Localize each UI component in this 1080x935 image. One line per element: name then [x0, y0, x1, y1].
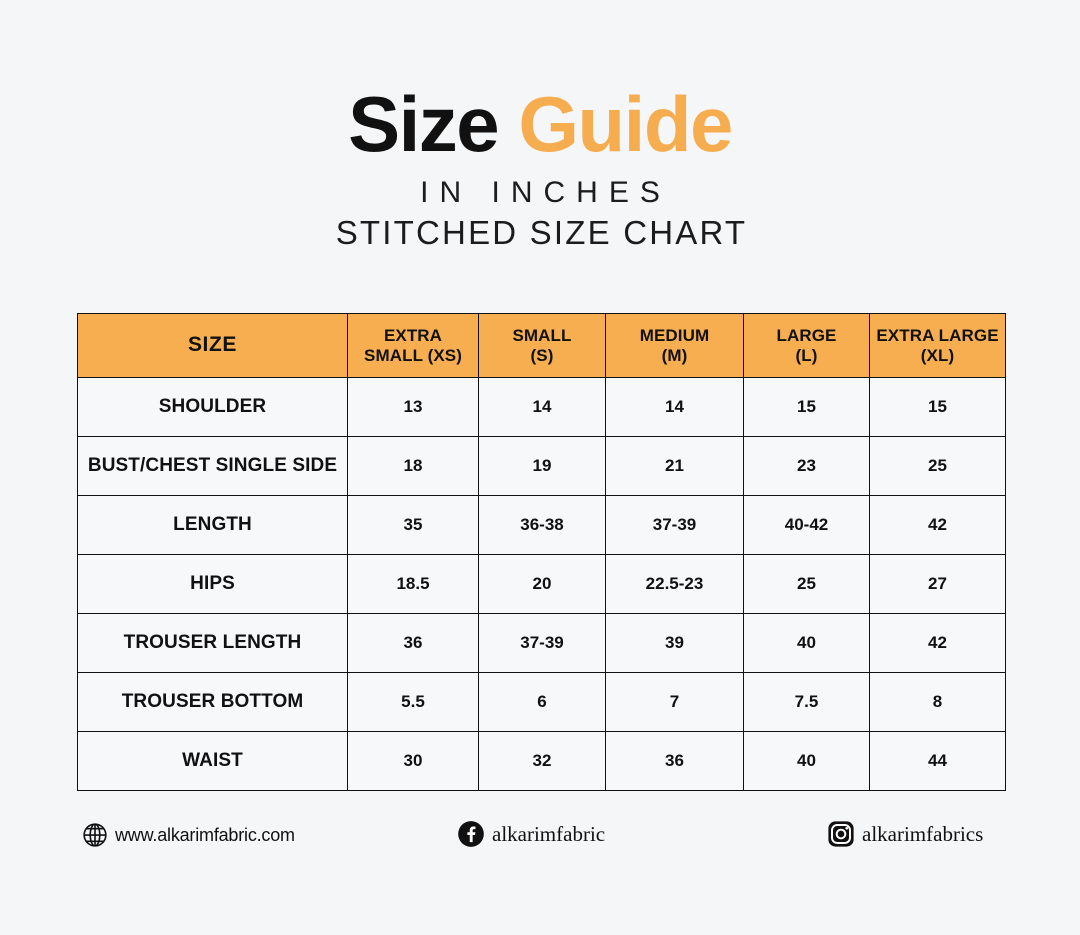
cell-waist-s: 32	[478, 731, 606, 791]
table-row: TROUSER BOTTOM 5.5 6 7 7.5 8	[77, 672, 1006, 732]
footer-instagram[interactable]: alkarimfabrics	[827, 820, 983, 848]
column-header-xs-line2: SMALL (XS)	[364, 345, 462, 365]
row-label-trouser-length: TROUSER LENGTH	[77, 613, 348, 673]
cell-trouser-bottom-s: 6	[478, 672, 606, 732]
subtitle-chart: STITCHED SIZE CHART	[335, 214, 748, 252]
cell-trouser-length-xl: 42	[869, 613, 1006, 673]
title-word-size: Size	[348, 80, 500, 168]
cell-trouser-bottom-xl: 8	[869, 672, 1006, 732]
row-label-hips: HIPS	[77, 554, 348, 614]
cell-hips-xl: 27	[869, 554, 1006, 614]
cell-trouser-bottom-l: 7.5	[743, 672, 870, 732]
cell-length-m: 37-39	[605, 495, 744, 555]
cell-trouser-bottom-xs: 5.5	[347, 672, 479, 732]
cell-hips-xs: 18.5	[347, 554, 479, 614]
column-header-xs-line1: EXTRA	[383, 325, 443, 345]
column-header-l: LARGE (L)	[743, 313, 870, 378]
cell-waist-xl: 44	[869, 731, 1006, 791]
cell-length-xl: 42	[869, 495, 1006, 555]
table-header-row: SIZE EXTRA SMALL (XS) SMALL (S) MEDIUM (M) …	[77, 313, 1006, 378]
column-header-s-line1: SMALL	[512, 325, 572, 345]
page-title: Size Guide	[0, 85, 1080, 163]
row-label-trouser-bottom: TROUSER BOTTOM	[77, 672, 348, 732]
column-header-s-line2: (S)	[530, 345, 554, 365]
footer-facebook[interactable]: alkarimfabric	[457, 820, 605, 848]
cell-shoulder-l: 15	[743, 377, 870, 437]
cell-length-l: 40-42	[743, 495, 870, 555]
cell-trouser-length-xs: 36	[347, 613, 479, 673]
cell-waist-l: 40	[743, 731, 870, 791]
subtitle-units: IN INCHES	[420, 176, 671, 210]
cell-trouser-bottom-m: 7	[605, 672, 744, 732]
column-header-xl-line2: (XL)	[920, 345, 955, 365]
facebook-icon	[457, 820, 485, 848]
title-word-guide: Guide	[518, 80, 733, 168]
table-row: SHOULDER 13 14 14 15 15	[77, 377, 1006, 437]
cell-shoulder-xl: 15	[869, 377, 1006, 437]
cell-bust-s: 19	[478, 436, 606, 496]
cell-bust-l: 23	[743, 436, 870, 496]
cell-hips-s: 20	[478, 554, 606, 614]
table-body: SHOULDER 13 14 14 15 15 BUST/CHEST SINGL…	[77, 377, 1006, 791]
cell-length-xs: 35	[347, 495, 479, 555]
column-header-m: MEDIUM (M)	[605, 313, 744, 378]
globe-icon	[82, 822, 108, 848]
cell-bust-m: 21	[605, 436, 744, 496]
cell-shoulder-s: 14	[478, 377, 606, 437]
cell-hips-m: 22.5-23	[605, 554, 744, 614]
footer-website-label: www.alkarimfabric.com	[115, 824, 295, 845]
cell-trouser-length-l: 40	[743, 613, 870, 673]
table-row: TROUSER LENGTH 36 37-39 39 40 42	[77, 613, 1006, 673]
column-header-xl: EXTRA LARGE (XL)	[869, 313, 1006, 378]
row-label-waist: WAIST	[77, 731, 348, 791]
cell-length-s: 36-38	[478, 495, 606, 555]
column-header-size: SIZE	[77, 313, 348, 378]
column-header-m-line1: MEDIUM	[639, 325, 710, 345]
column-header-xs: EXTRA SMALL (XS)	[347, 313, 479, 378]
cell-bust-xl: 25	[869, 436, 1006, 496]
table-row: WAIST 30 32 36 40 44	[77, 731, 1006, 791]
size-chart-table: SIZE EXTRA SMALL (XS) SMALL (S) MEDIUM (M) …	[77, 313, 1006, 791]
column-header-s: SMALL (S)	[478, 313, 606, 378]
table-header: SIZE EXTRA SMALL (XS) SMALL (S) MEDIUM (M) …	[77, 313, 1006, 378]
column-header-xl-line1: EXTRA LARGE	[876, 325, 999, 345]
table-row: HIPS 18.5 20 22.5-23 25 27	[77, 554, 1006, 614]
table-row: BUST/CHEST SINGLE SIDE 18 19 21 23 25	[77, 436, 1006, 496]
cell-trouser-length-s: 37-39	[478, 613, 606, 673]
cell-hips-l: 25	[743, 554, 870, 614]
column-header-l-line1: LARGE	[776, 325, 837, 345]
cell-shoulder-m: 14	[605, 377, 744, 437]
footer-facebook-label: alkarimfabric	[492, 821, 606, 846]
column-header-l-line2: (L)	[795, 345, 818, 365]
row-label-length: LENGTH	[77, 495, 348, 555]
footer-instagram-label: alkarimfabrics	[862, 821, 984, 846]
footer: www.alkarimfabric.com alkarimfabric	[77, 818, 1005, 868]
cell-waist-xs: 30	[347, 731, 479, 791]
row-label-bust-chest: BUST/CHEST SINGLE SIDE	[77, 436, 348, 496]
cell-bust-xs: 18	[347, 436, 479, 496]
cell-trouser-length-m: 39	[605, 613, 744, 673]
footer-website[interactable]: www.alkarimfabric.com	[82, 822, 295, 848]
cell-waist-m: 36	[605, 731, 744, 791]
column-header-m-line2: (M)	[661, 345, 688, 365]
cell-shoulder-xs: 13	[347, 377, 479, 437]
table-row: LENGTH 35 36-38 37-39 40-42 42	[77, 495, 1006, 555]
row-label-shoulder: SHOULDER	[77, 377, 348, 437]
instagram-icon	[827, 820, 855, 848]
title-block: Size Guide IN INCHES STITCHED SIZE CHART	[0, 85, 1080, 252]
